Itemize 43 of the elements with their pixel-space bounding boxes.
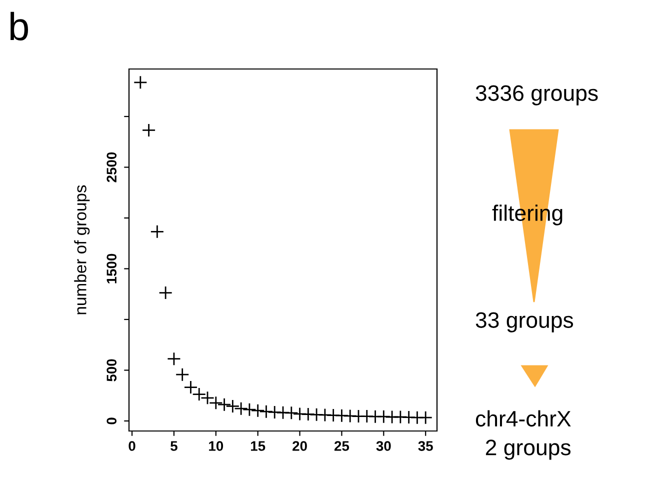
point [192, 387, 206, 402]
point [402, 410, 416, 424]
point [376, 410, 391, 424]
point [133, 75, 148, 90]
text: chr4-chrX 2 groups [476, 410, 571, 460]
point [167, 352, 181, 366]
y-tick-label: 1500 [106, 254, 117, 284]
chart-title: b [10, 12, 28, 40]
text: 3336 groups [476, 85, 598, 106]
x-tick-label: 30 [376, 441, 391, 451]
x-tick-label: 0 [128, 441, 136, 451]
point [208, 396, 223, 410]
y-axis-title: number of groups [74, 185, 90, 314]
point [360, 409, 374, 424]
point [242, 402, 256, 417]
point [217, 398, 232, 412]
point [418, 410, 433, 425]
point [234, 402, 248, 416]
point [226, 399, 240, 414]
point [301, 407, 316, 422]
point [259, 404, 274, 419]
point [268, 405, 282, 420]
x-tick-label: 20 [292, 441, 307, 451]
point [334, 408, 349, 423]
point [150, 224, 164, 239]
point [200, 390, 214, 405]
point [326, 408, 340, 422]
point [175, 368, 190, 382]
point [284, 406, 298, 420]
point [310, 408, 324, 422]
point [250, 404, 265, 418]
x-tick-label: 15 [250, 441, 266, 451]
x-tick-label: 35 [418, 441, 433, 451]
y-tick-label: 500 [106, 359, 117, 382]
x-tick-label: 25 [334, 441, 350, 451]
point [158, 286, 173, 300]
point [184, 380, 198, 394]
x-tick-label: 5 [170, 441, 178, 451]
y-tick-label: 2500 [106, 152, 117, 182]
x-tick-label: 10 [209, 441, 224, 451]
text: 33 groups [476, 312, 574, 332]
y-tick-label: 0 [106, 418, 117, 424]
point [142, 123, 156, 138]
